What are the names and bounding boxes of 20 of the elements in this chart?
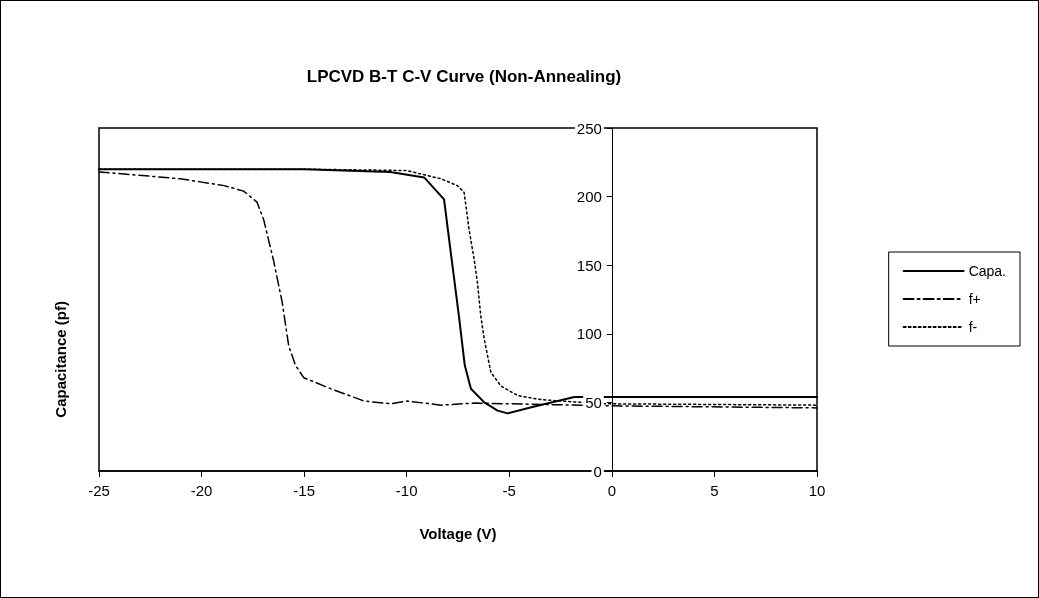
y-tick-label: 150 <box>576 256 602 274</box>
x-tick-label: -20 <box>190 482 213 499</box>
x-tick-label: 10 <box>808 482 826 499</box>
x-tick-label: -25 <box>88 482 110 499</box>
x-tick-label: -5 <box>502 482 516 499</box>
legend-label: Capa. <box>968 263 1006 279</box>
x-tick-label: -15 <box>293 482 315 499</box>
y-tick-label: 0 <box>593 462 602 480</box>
legend-label: f- <box>968 319 978 335</box>
chart-title: LPCVD B-T C-V Curve (Non-Annealing) <box>306 67 622 86</box>
x-axis-title: Voltage (V) <box>419 525 497 542</box>
y-tick-label: 50 <box>585 393 602 411</box>
x-tick-label: 0 <box>607 482 617 499</box>
y-tick-label: 100 <box>576 325 602 343</box>
legend-label: f+ <box>968 291 981 307</box>
x-tick-label: 5 <box>710 482 719 499</box>
y-axis-title: Capacitance (pf) <box>52 300 69 418</box>
y-tick-label: 250 <box>576 119 602 137</box>
x-tick-label: -10 <box>395 482 418 499</box>
y-tick-label: 200 <box>576 188 602 206</box>
